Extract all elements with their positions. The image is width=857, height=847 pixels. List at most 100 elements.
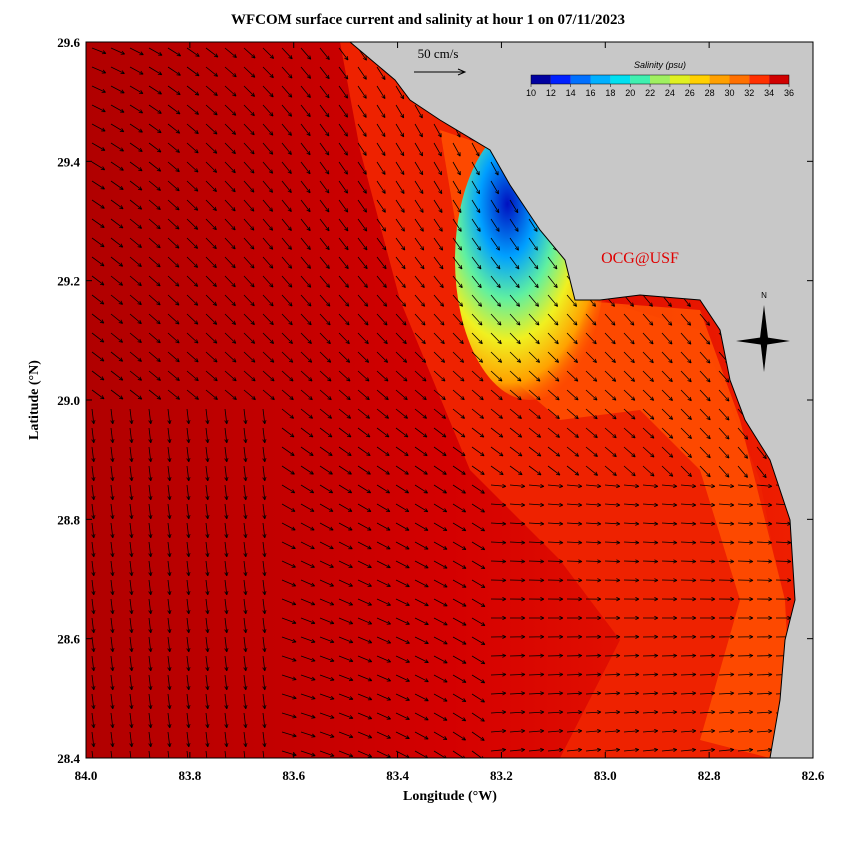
colorbar-frame: [530, 74, 790, 85]
current-arrow: [566, 559, 583, 564]
current-arrow: [756, 540, 773, 545]
current-arrow: [395, 199, 405, 213]
current-arrow: [110, 237, 124, 248]
current-arrow: [680, 578, 697, 583]
current-arrow: [623, 747, 640, 752]
current-arrow: [528, 218, 538, 232]
current-arrow: [642, 728, 659, 734]
current-arrow: [737, 483, 754, 489]
colorbar: Salinity (psu) 10 12 14 16 18 20 22 24 26 28 30 32 3…: [526, 60, 794, 98]
current-arrow: [319, 66, 330, 80]
current-arrow: [148, 712, 153, 729]
colorbar-cell: [749, 75, 770, 84]
current-arrow: [642, 313, 654, 326]
current-arrow: [433, 465, 447, 475]
colorbar-cell: [769, 75, 789, 84]
current-arrow: [680, 389, 692, 402]
current-arrow: [167, 332, 180, 344]
current-arrow: [547, 672, 564, 677]
current-arrow: [205, 275, 217, 288]
current-arrow: [680, 710, 697, 715]
colorbar-cell: [550, 75, 571, 84]
current-arrow: [414, 617, 429, 626]
current-arrow: [414, 541, 429, 550]
current-arrow: [205, 693, 210, 710]
current-arrow: [262, 47, 275, 59]
current-arrow: [528, 427, 542, 438]
current-arrow: [148, 47, 163, 56]
current-arrow: [376, 465, 390, 475]
current-arrow: [623, 389, 636, 401]
current-arrow: [509, 710, 526, 715]
current-arrow: [319, 712, 335, 719]
current-arrow: [319, 731, 335, 738]
current-arrow: [376, 389, 389, 401]
current-arrow: [585, 540, 602, 545]
current-arrow: [680, 540, 697, 545]
colorbar-cell: [650, 75, 670, 84]
current-arrow: [186, 731, 191, 748]
current-arrow: [205, 389, 218, 400]
current-arrow: [471, 199, 481, 214]
current-arrow: [243, 484, 248, 501]
current-arrow: [604, 615, 621, 621]
current-arrow: [357, 560, 372, 568]
current-arrow: [718, 653, 735, 658]
current-arrow: [357, 275, 368, 288]
current-arrow: [661, 634, 678, 639]
current-arrow: [148, 484, 153, 501]
current-arrow: [471, 370, 484, 382]
current-arrow: [528, 502, 545, 507]
current-arrow: [623, 710, 640, 715]
current-arrow: [756, 597, 773, 602]
current-arrow: [110, 617, 115, 634]
current-arrow: [357, 180, 367, 194]
current-arrow: [395, 655, 410, 663]
current-arrow: [110, 693, 115, 710]
current-arrow: [718, 578, 735, 583]
current-arrow: [110, 484, 115, 501]
current-arrow: [585, 728, 602, 734]
current-arrow: [300, 598, 316, 606]
current-arrow: [623, 332, 635, 345]
current-arrow: [566, 313, 578, 326]
colorbar-tick-label: 16: [586, 88, 596, 98]
current-arrow: [547, 389, 560, 401]
current-arrow: [262, 389, 275, 401]
current-arrow: [243, 199, 255, 212]
current-arrow: [376, 275, 387, 288]
current-arrow: [699, 521, 716, 526]
current-arrow: [414, 218, 424, 232]
current-arrow: [490, 597, 507, 602]
colorbar-cell: [729, 75, 750, 84]
current-arrow: [338, 427, 352, 438]
current-arrow: [699, 483, 716, 489]
current-arrow: [110, 123, 125, 133]
current-arrow: [224, 389, 237, 401]
current-arrow: [452, 313, 464, 326]
current-arrow: [110, 427, 115, 444]
current-arrow: [167, 123, 181, 134]
current-arrow: [433, 560, 448, 569]
current-arrow: [262, 484, 267, 501]
credit: OCG@USF: [601, 250, 679, 267]
current-arrow: [452, 579, 467, 588]
current-arrow: [262, 313, 274, 326]
current-arrow: [338, 275, 349, 288]
x-tick-label: 83.6: [282, 768, 305, 783]
current-arrow: [281, 560, 296, 568]
current-arrow: [224, 85, 237, 97]
current-arrow: [338, 199, 349, 213]
current-arrow: [319, 85, 330, 99]
current-arrow: [604, 427, 617, 439]
current-arrow: [300, 693, 316, 700]
current-arrow: [224, 332, 237, 344]
current-arrow: [243, 332, 256, 344]
current-arrow: [319, 47, 330, 61]
current-arrow: [433, 579, 448, 588]
current-arrow: [509, 465, 523, 476]
current-arrow: [528, 275, 539, 289]
current-arrow: [110, 85, 125, 94]
current-arrow: [490, 313, 502, 326]
current-arrow: [604, 351, 616, 364]
